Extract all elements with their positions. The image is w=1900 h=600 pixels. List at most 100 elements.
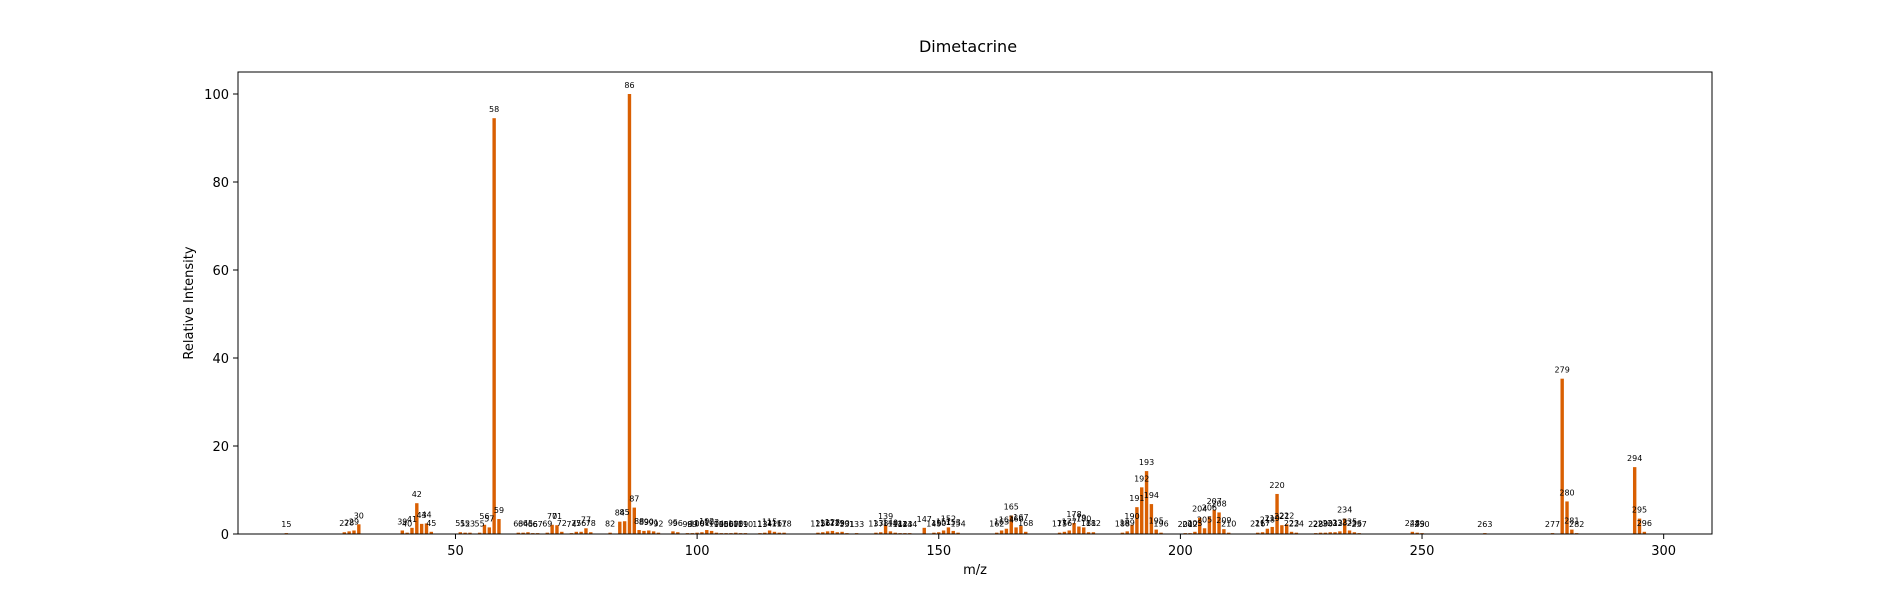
bar-mz-87 <box>632 507 636 534</box>
bar-mz-165 <box>1009 515 1013 534</box>
peak-label-76: 76 <box>576 519 586 528</box>
bar-mz-180 <box>1082 527 1086 534</box>
peak-label-75: 75 <box>571 519 581 528</box>
peak-label-29: 29 <box>349 517 359 526</box>
bar-mz-192 <box>1140 487 1144 534</box>
peak-label-248: 248 <box>1405 519 1420 528</box>
peak-label-28: 28 <box>344 518 354 527</box>
bar-mz-63 <box>516 532 520 534</box>
peak-label-77: 77 <box>581 515 591 524</box>
bar-mz-149 <box>932 532 936 534</box>
peak-label-70: 70 <box>547 512 557 521</box>
peak-label-88: 88 <box>634 517 644 526</box>
peak-label-137: 137 <box>868 520 883 529</box>
peak-label-45: 45 <box>426 519 436 528</box>
peak-label-190: 190 <box>1124 512 1139 521</box>
bar-mz-101 <box>700 532 704 534</box>
peak-label-176: 176 <box>1057 519 1072 528</box>
peak-label-177: 177 <box>1062 517 1077 526</box>
bar-mz-116 <box>772 531 777 534</box>
bar-mz-95 <box>671 531 675 534</box>
bar-mz-280 <box>1565 501 1569 534</box>
peak-label-196: 196 <box>1153 520 1168 529</box>
peak-label-279: 279 <box>1555 366 1570 375</box>
peak-label-113: 113 <box>752 520 767 529</box>
peak-label-277: 277 <box>1545 520 1560 529</box>
peak-label-57: 57 <box>484 514 494 523</box>
bar-mz-84 <box>618 521 622 534</box>
bar-mz-139 <box>883 524 888 534</box>
peak-label-63: 63 <box>513 520 523 529</box>
peak-label-232: 232 <box>1327 519 1342 528</box>
bar-mz-45 <box>429 531 434 534</box>
peak-label-216: 216 <box>1250 520 1265 529</box>
bar-mz-89 <box>642 530 646 534</box>
y-axis-label: Relative Intensity <box>182 246 197 359</box>
bar-mz-203 <box>1193 531 1197 534</box>
peak-label-74: 74 <box>566 520 576 529</box>
peak-label-115: 115 <box>762 517 777 526</box>
bar-mz-150 <box>937 532 941 534</box>
y-tick-label: 80 <box>212 176 229 191</box>
bar-mz-209 <box>1222 529 1226 534</box>
bar-mz-189 <box>1125 531 1129 534</box>
peak-label-189: 189 <box>1120 518 1135 527</box>
peak-label-86: 86 <box>624 81 634 90</box>
bar-mz-164 <box>1004 528 1009 534</box>
bar-mz-43 <box>419 523 424 534</box>
x-tick-label: 200 <box>1168 544 1193 559</box>
peak-label-204: 204 <box>1192 505 1207 514</box>
bar-mz-88 <box>637 530 641 534</box>
bar-mz-229 <box>1318 532 1323 534</box>
bar-mz-222 <box>1285 524 1289 534</box>
bar-mz-44 <box>424 523 429 534</box>
peak-label-181: 181 <box>1081 519 1096 528</box>
peak-label-150: 150 <box>931 519 946 528</box>
peak-label-100: 100 <box>689 520 704 529</box>
peak-label-92: 92 <box>653 520 663 529</box>
peak-label-138: 138 <box>873 519 888 528</box>
y-tick-label: 40 <box>212 352 229 367</box>
y-tick-label: 100 <box>204 88 229 103</box>
peak-label-194: 194 <box>1144 491 1159 500</box>
peak-label-166: 166 <box>1008 514 1023 523</box>
bar-mz-126 <box>821 532 825 534</box>
peak-label-188: 188 <box>1115 520 1130 529</box>
peak-label-102: 102 <box>699 517 714 526</box>
peak-label-90: 90 <box>644 517 654 526</box>
peak-label-40: 40 <box>402 520 412 529</box>
peak-label-195: 195 <box>1149 517 1164 526</box>
bar-mz-220 <box>1275 493 1279 534</box>
peak-label-144: 144 <box>902 520 917 529</box>
peak-label-165: 165 <box>1004 503 1019 512</box>
bar-mz-77 <box>584 528 588 534</box>
peak-label-191: 191 <box>1129 494 1144 503</box>
bar-mz-235 <box>1347 530 1352 534</box>
peak-label-208: 208 <box>1211 499 1226 508</box>
peak-label-143: 143 <box>897 520 912 529</box>
bar-mz-72 <box>560 531 564 534</box>
peak-label-282: 282 <box>1569 520 1584 529</box>
peak-label-235: 235 <box>1342 517 1357 526</box>
bar-series <box>284 94 1647 534</box>
bar-mz-168 <box>1024 531 1028 534</box>
peak-label-263: 263 <box>1477 520 1492 529</box>
bar-mz-78 <box>589 532 593 534</box>
bar-mz-28 <box>347 531 351 534</box>
bar-mz-147 <box>922 527 926 534</box>
bar-mz-295 <box>1637 518 1642 534</box>
bar-mz-42 <box>415 503 419 534</box>
peak-label-295: 295 <box>1632 506 1647 515</box>
y-tick-label: 20 <box>212 440 229 455</box>
peak-label-168: 168 <box>1018 519 1033 528</box>
peak-label-59: 59 <box>494 506 504 515</box>
peak-label-236: 236 <box>1347 519 1362 528</box>
bar-mz-166 <box>1014 527 1018 534</box>
peak-label-179: 179 <box>1071 514 1086 523</box>
peak-label-223: 223 <box>1284 519 1299 528</box>
peak-label-133: 133 <box>849 520 864 529</box>
bar-mz-114 <box>763 532 767 534</box>
bar-mz-103 <box>709 530 714 534</box>
peak-label-106: 106 <box>718 520 733 529</box>
